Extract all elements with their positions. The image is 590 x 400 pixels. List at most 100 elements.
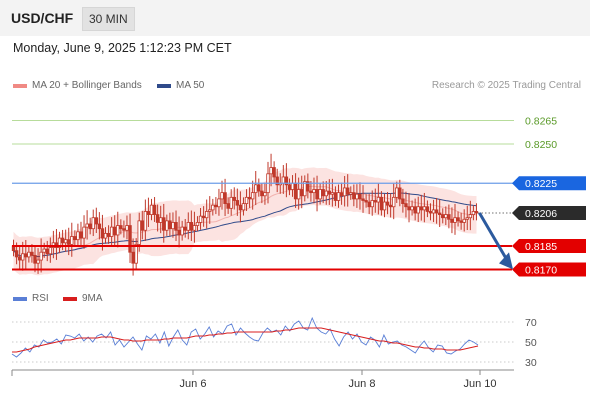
candle-body: [85, 223, 89, 228]
candle-body: [401, 198, 405, 205]
rsi-tick-70: 70: [525, 317, 537, 329]
candle-body: [318, 189, 322, 200]
candle: [76, 223, 80, 248]
timeframe-button[interactable]: 30 MIN: [82, 7, 135, 31]
candle-body: [474, 211, 479, 214]
candle-body: [201, 215, 206, 219]
candle: [416, 196, 420, 223]
candle-body: [379, 196, 384, 211]
candle-body: [140, 220, 144, 231]
candle-body: [416, 206, 420, 214]
candle: [158, 205, 163, 234]
candle: [465, 205, 469, 231]
legend-rsi-swatch: [13, 296, 27, 301]
candle: [85, 210, 89, 240]
candle: [33, 245, 37, 273]
candle-body: [195, 222, 200, 226]
candle-body: [361, 198, 365, 201]
x-tick-label-1: Jun 8: [349, 378, 376, 390]
candle-body: [382, 201, 387, 211]
candle-body: [303, 181, 307, 197]
candle: [73, 230, 77, 246]
candle: [318, 183, 322, 205]
candle-body: [254, 184, 258, 194]
candle: [300, 175, 304, 209]
legend-rsi-label: RSI: [32, 293, 49, 304]
candle-body: [355, 193, 359, 200]
candle-body: [306, 181, 310, 192]
candle: [361, 185, 365, 213]
candle-body: [287, 184, 292, 190]
candle-body: [367, 201, 371, 208]
candle: [109, 217, 114, 246]
candle: [70, 222, 74, 257]
candle-body: [465, 217, 469, 220]
candle-body: [300, 189, 304, 197]
candle: [450, 207, 454, 234]
candle: [309, 181, 313, 202]
candle: [388, 193, 393, 218]
legend-rsi: RSI: [13, 293, 49, 304]
candle: [441, 208, 445, 224]
candle-body: [174, 222, 178, 231]
candle: [140, 210, 144, 240]
candle-body: [106, 232, 111, 237]
legend-ma50: MA 50: [157, 80, 204, 91]
level-label-0.8225: 0.8225: [525, 178, 557, 190]
candle-body: [63, 239, 68, 244]
candle: [119, 219, 123, 235]
candle-body: [333, 192, 338, 201]
candle-body: [88, 223, 92, 230]
candle: [165, 214, 169, 236]
candle-body: [36, 259, 40, 264]
candle: [462, 209, 466, 232]
candle: [385, 192, 390, 215]
candle-body: [315, 189, 319, 200]
legend-ma50-swatch: [157, 83, 171, 88]
candle: [284, 163, 289, 198]
candle-body: [152, 204, 157, 215]
candle: [235, 188, 240, 216]
candle-body: [76, 231, 80, 241]
candle: [100, 214, 105, 251]
candle: [177, 216, 181, 248]
candle: [103, 227, 108, 244]
candle: [471, 205, 476, 221]
candle-body: [48, 247, 53, 255]
x-tick-label-2: Jun 10: [463, 378, 496, 390]
candle: [434, 197, 439, 224]
candle-body: [67, 239, 71, 245]
candle: [238, 191, 243, 223]
candle-body: [349, 192, 353, 195]
candle: [398, 179, 402, 207]
candle: [162, 203, 166, 243]
candle: [214, 197, 218, 215]
candle-body: [223, 192, 227, 205]
candle-body: [146, 211, 151, 215]
candle: [232, 187, 236, 210]
candle-body: [444, 214, 448, 219]
level-tag-0.8206: [512, 206, 586, 221]
candle: [211, 198, 215, 216]
candle-body: [238, 204, 243, 211]
candle-body: [158, 217, 163, 223]
candle: [346, 174, 350, 207]
candle: [241, 197, 246, 216]
candle: [220, 180, 224, 210]
candle-body: [24, 253, 28, 258]
candle-body: [330, 192, 335, 195]
candle: [223, 178, 227, 217]
forecast-arrow-head: [499, 252, 513, 270]
candle: [186, 212, 190, 240]
candle: [379, 191, 384, 216]
candle-body: [198, 215, 203, 223]
candle-body: [453, 217, 457, 223]
candle-body: [94, 217, 99, 225]
candle: [229, 189, 233, 216]
candle: [275, 168, 279, 193]
candle-body: [346, 187, 350, 195]
candle: [413, 198, 417, 221]
candle-body: [134, 243, 138, 264]
candle-body: [312, 189, 316, 194]
